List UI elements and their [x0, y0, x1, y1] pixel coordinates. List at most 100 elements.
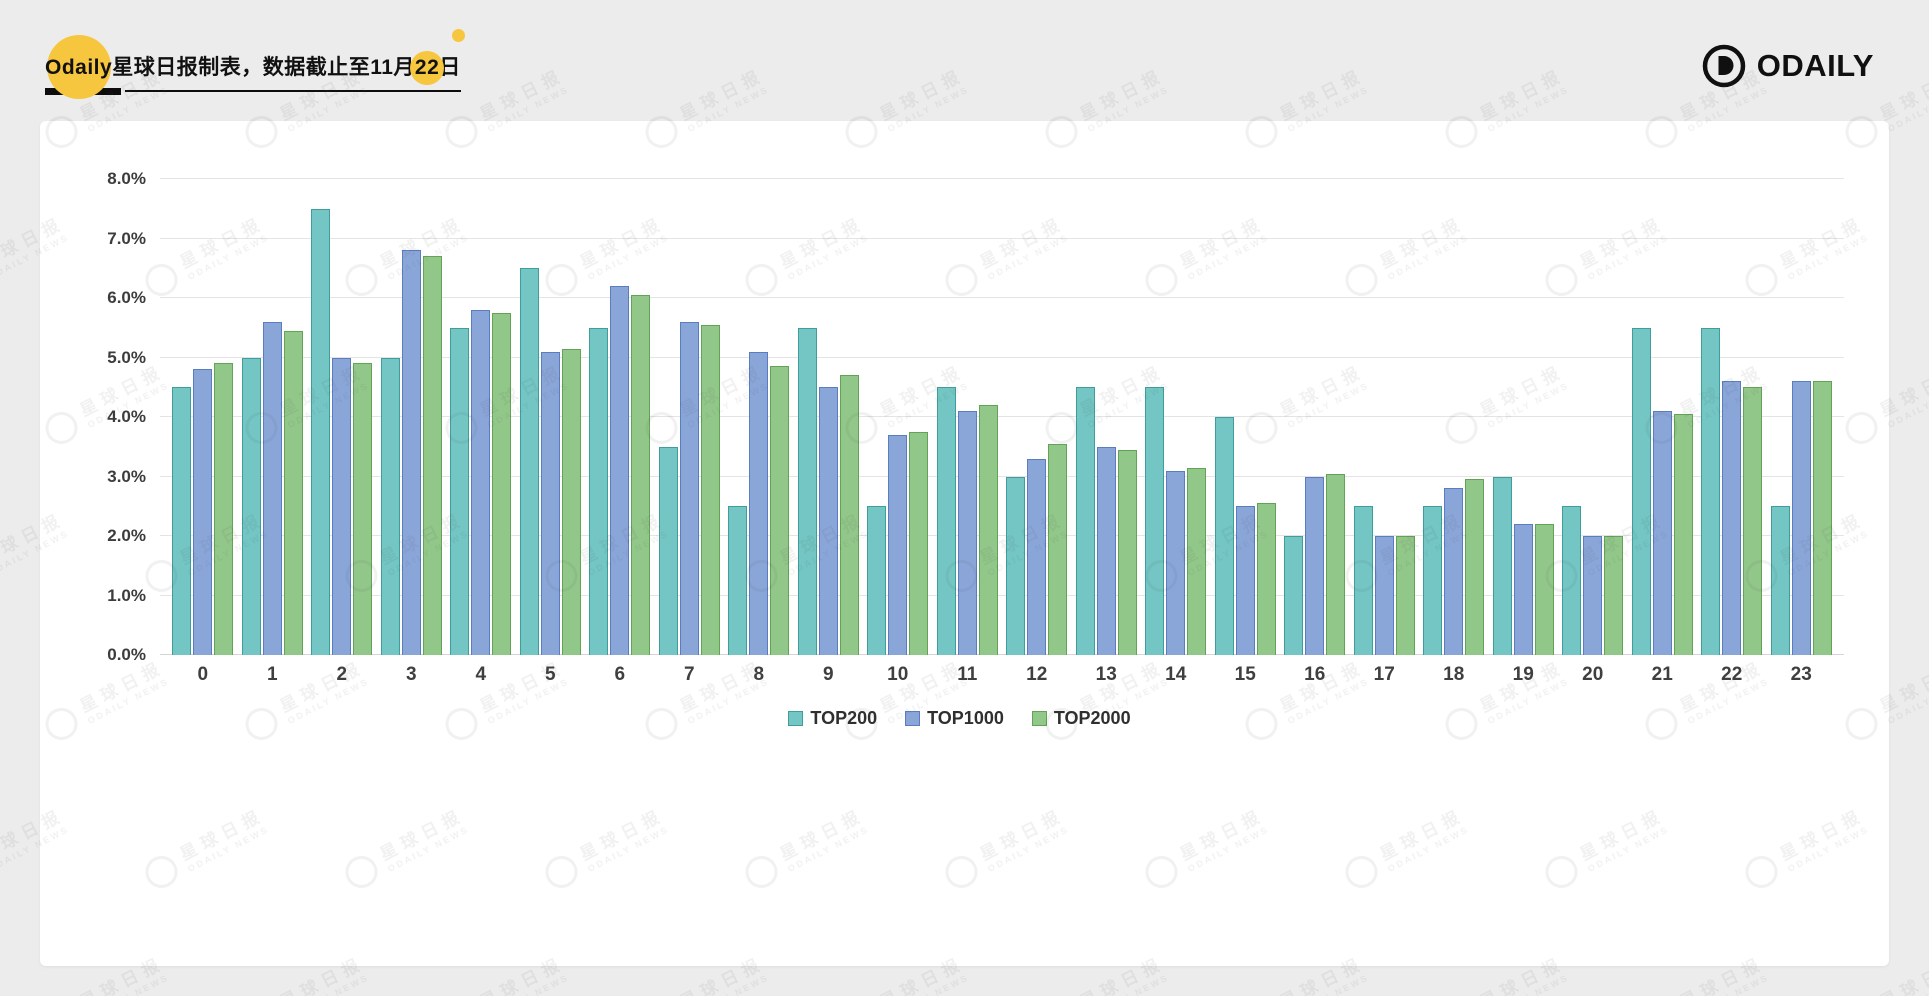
y-axis-label: 1.0% — [107, 585, 146, 605]
bar-top200-hour-22 — [1701, 327, 1721, 655]
bar-top2000-hour-9 — [839, 375, 859, 655]
bar-top2000-hour-22 — [1743, 387, 1763, 655]
bar-group-19 — [1489, 179, 1559, 655]
bar-top1000-hour-2 — [332, 357, 352, 655]
bar-top2000-hour-7 — [700, 324, 720, 655]
x-axis-label: 3 — [405, 664, 417, 685]
bar-top1000-hour-14 — [1166, 470, 1186, 655]
bar-top200-hour-8 — [728, 506, 748, 655]
x-axis-label: 4 — [475, 664, 487, 685]
bar-top200-hour-1 — [241, 357, 261, 655]
chart-legend: TOP200 TOP1000 TOP2000 — [75, 708, 1844, 729]
bar-top2000-hour-16 — [1326, 473, 1346, 655]
bar-top200-hour-10 — [867, 506, 887, 655]
grid-line — [160, 535, 1844, 536]
bar-top1000-hour-23 — [1791, 381, 1811, 655]
x-axis-label: 0 — [197, 664, 209, 685]
x-axis-label: 18 — [1443, 664, 1465, 685]
bar-top1000-hour-4 — [471, 309, 491, 655]
grid-line — [160, 237, 1844, 239]
grid-line — [160, 356, 1844, 358]
x-axis-label: 14 — [1165, 664, 1187, 685]
bar-top1000-hour-17 — [1374, 536, 1394, 655]
grid-line — [160, 416, 1844, 417]
grid-line — [160, 178, 1844, 179]
bar-top1000-hour-18 — [1444, 488, 1464, 655]
bar-top200-hour-21 — [1631, 327, 1651, 655]
bar-top2000-hour-19 — [1534, 524, 1554, 655]
bar-top1000-hour-12 — [1027, 458, 1047, 655]
grid-line — [160, 594, 1844, 596]
page-title: Odaily星球日报制表，数据截止至11月22日 — [45, 28, 465, 95]
x-axis-label: 1 — [266, 664, 278, 685]
bar-group-15 — [1211, 179, 1281, 655]
bar-top2000-hour-13 — [1117, 449, 1137, 655]
y-axis-label: 0.0% — [107, 645, 146, 664]
bar-top2000-hour-5 — [561, 348, 581, 655]
bar-top2000-hour-15 — [1256, 503, 1276, 655]
x-axis: 0 1 2 3 4 5 6 7 8 9 10 11 12 13 14 15 16 17 18 19 20 21 22 23 — [160, 664, 1844, 686]
bar-top2000-hour-8 — [770, 366, 790, 655]
bar-top200-hour-5 — [519, 268, 539, 655]
bar-top1000-hour-11 — [957, 411, 977, 655]
x-axis-label: 23 — [1790, 664, 1812, 685]
legend-item-top1000: TOP1000 — [905, 708, 1004, 729]
bar-group-11 — [933, 179, 1003, 655]
y-axis-label: 4.0% — [107, 407, 146, 426]
legend-swatch — [1031, 711, 1047, 726]
bar-top200-hour-9 — [797, 327, 817, 655]
bar-group-8 — [724, 179, 794, 655]
bar-top1000-hour-0 — [193, 369, 213, 655]
bar-top2000-hour-21 — [1673, 414, 1693, 655]
x-axis-label: 7 — [683, 664, 695, 685]
x-axis-label: 8 — [753, 664, 765, 685]
bar-top1000-hour-16 — [1305, 476, 1325, 655]
bar-group-6 — [585, 179, 655, 655]
bar-top2000-hour-10 — [909, 431, 929, 655]
bar-group-9 — [794, 179, 864, 655]
plot-area — [160, 178, 1844, 655]
legend-swatch — [788, 711, 804, 726]
bar-top2000-hour-18 — [1465, 479, 1485, 655]
x-axis-label: 20 — [1582, 664, 1604, 685]
bar-group-20 — [1558, 179, 1628, 655]
bar-top2000-hour-4 — [492, 312, 512, 655]
x-axis-label: 19 — [1512, 664, 1534, 685]
bar-group-12 — [1002, 179, 1072, 655]
legend-item-top2000: TOP2000 — [1031, 708, 1131, 729]
bar-top1000-hour-6 — [610, 286, 630, 655]
bar-group-7 — [655, 179, 725, 655]
bar-top2000-hour-2 — [353, 363, 373, 655]
y-axis: 0.0% 1.0% 2.0% 3.0% 4.0% 5.0% 6.0% 7.0% 8.0% — [75, 169, 160, 664]
bar-top200-hour-14 — [1145, 387, 1165, 655]
bar-top1000-hour-22 — [1722, 381, 1742, 655]
bar-top2000-hour-11 — [978, 405, 998, 655]
odaily-logo-text: ODAILY — [1756, 47, 1874, 83]
bar-top2000-hour-14 — [1187, 467, 1207, 655]
bar-top2000-hour-20 — [1604, 536, 1624, 655]
bar-top1000-hour-15 — [1235, 506, 1255, 655]
header: Odaily星球日报制表，数据截止至11月22日 ODAILY — [0, 0, 1929, 113]
bar-top200-hour-16 — [1284, 536, 1304, 655]
bar-group-13 — [1072, 179, 1142, 655]
y-axis-label: 2.0% — [107, 526, 146, 545]
bar-top2000-hour-12 — [1048, 443, 1068, 655]
grid-line — [160, 475, 1844, 477]
bar-top1000-hour-13 — [1096, 446, 1116, 655]
x-axis-label: 21 — [1651, 664, 1673, 685]
bar-top200-hour-7 — [658, 446, 678, 655]
bar-top200-hour-0 — [172, 387, 192, 655]
x-axis-label: 17 — [1373, 664, 1395, 685]
odaily-logo-icon — [1702, 44, 1745, 87]
odaily-logo: ODAILY — [1701, 43, 1874, 89]
x-axis-label: 16 — [1304, 664, 1326, 685]
title-highlight-day: 22 — [414, 55, 440, 79]
x-axis-label: 11 — [957, 664, 978, 685]
bar-top200-hour-4 — [450, 327, 470, 655]
bar-top1000-hour-9 — [818, 387, 838, 655]
y-axis-label: 5.0% — [107, 347, 146, 367]
grid-line — [160, 654, 1844, 655]
bar-top200-hour-20 — [1562, 506, 1582, 655]
legend-item-top200: TOP200 — [788, 708, 877, 729]
